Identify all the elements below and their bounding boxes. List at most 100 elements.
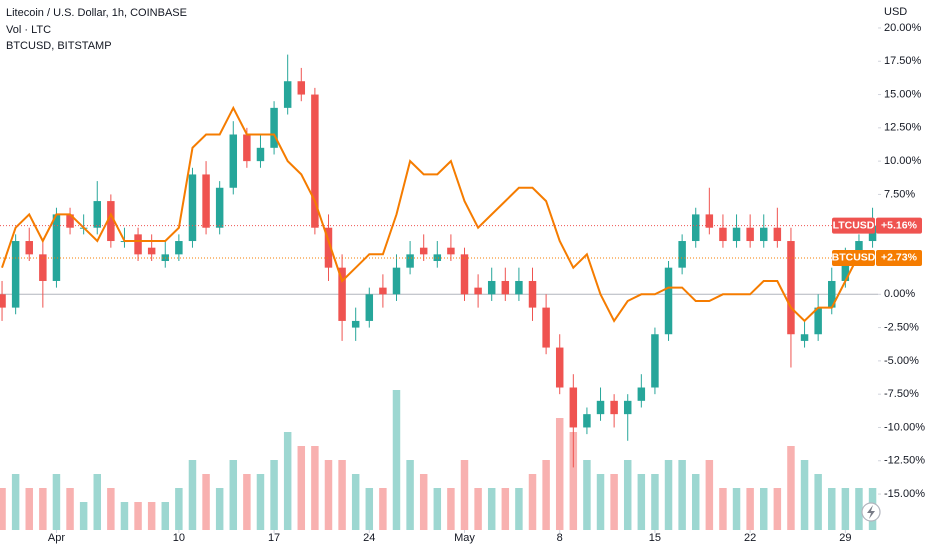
candle-body [175, 241, 183, 255]
plot-area [0, 54, 878, 468]
volume-bar [0, 488, 6, 530]
volume-bar [814, 474, 822, 530]
volume-bar [11, 474, 20, 530]
volume-bar [107, 488, 115, 530]
volume-bar [596, 474, 605, 530]
candle-body [569, 387, 578, 428]
x-tick-label: 24 [363, 532, 375, 544]
candle-body [841, 254, 850, 281]
candle-body [746, 227, 754, 242]
candle-body [487, 280, 496, 295]
y-tick-label: 12.50% [884, 122, 922, 134]
volume-bar [215, 488, 224, 530]
x-tick-label: Apr [48, 532, 65, 544]
volume-bar [311, 446, 319, 530]
volume-bar [569, 432, 578, 530]
compare-line [1, 105, 873, 323]
candle-body [501, 280, 510, 295]
volume-bar [487, 488, 496, 530]
y-tick-label: -10.00% [884, 421, 925, 433]
y-tick-label: -15.00% [884, 488, 925, 500]
x-tick-label: 10 [173, 532, 185, 544]
candle-body [555, 347, 564, 388]
volume-bar [691, 474, 700, 530]
volume-bar [828, 488, 836, 530]
volume-bar [800, 460, 809, 530]
symbol-badge [832, 249, 875, 266]
candle-body [542, 307, 550, 348]
volume-bar [419, 474, 428, 530]
candle-body [147, 247, 156, 255]
price-label: +2.73% [881, 252, 918, 264]
volume-bar [270, 460, 278, 530]
volume-bar [297, 446, 306, 530]
candle-body [474, 287, 482, 295]
volume-bar [39, 488, 47, 530]
y-tick-label: 17.50% [884, 55, 922, 67]
candle-body [351, 320, 360, 328]
volume-legend: Vol · LTC [6, 24, 51, 36]
chart-title: Litecoin / U.S. Dollar, 1h, COINBASE [6, 7, 187, 19]
volume-bar [433, 488, 442, 530]
candle-body [243, 134, 251, 162]
volume-bar [528, 474, 537, 530]
candle-body [66, 214, 74, 228]
volume-bar [379, 488, 387, 530]
candle-body [719, 227, 727, 242]
axes: 20.00% 17.50% 15.00% 12.50% 10.00% 7.50% 0.00%… [48, 22, 925, 544]
candle-body [732, 227, 741, 242]
x-tick-label: 22 [744, 532, 756, 544]
candle-body [107, 201, 115, 242]
candle-body [11, 241, 20, 308]
volume-bar [161, 502, 170, 530]
y-tick-label: 7.50% [884, 188, 915, 200]
candle-body [25, 241, 33, 255]
volume-bar [623, 460, 632, 530]
volume-bar [351, 474, 360, 530]
candle-body [229, 134, 238, 188]
candle-body [283, 81, 292, 108]
candle-body [338, 267, 346, 321]
y-tick-label: 10.00% [884, 155, 922, 167]
candle-body [379, 287, 387, 295]
candle-body [297, 81, 306, 95]
candle-body [406, 254, 414, 268]
candle-body [760, 227, 768, 242]
volume-bar [52, 474, 61, 530]
volume-bar [25, 488, 33, 530]
volume-bar [664, 460, 673, 530]
y-tick-label: -12.50% [884, 455, 925, 467]
candle-body [814, 307, 822, 335]
volume-bar [474, 488, 482, 530]
candle-body [678, 241, 686, 268]
volume-bar [188, 460, 197, 530]
candle-body [623, 400, 632, 415]
candle-body [134, 234, 142, 255]
price-badge [876, 249, 922, 266]
volume-bar [120, 502, 129, 530]
candle-body [773, 227, 782, 242]
volume-bar [583, 460, 591, 530]
volume-bar [229, 460, 238, 530]
candle-body [311, 94, 319, 228]
volume-bar [719, 488, 727, 530]
volume-bar [542, 460, 550, 530]
x-tick-label: 17 [268, 532, 280, 544]
candle-body [324, 227, 333, 268]
volume-bar [773, 488, 782, 530]
volume-bar [610, 474, 618, 530]
symbol-label: LTCUSD [833, 219, 875, 231]
candle-body [188, 174, 197, 242]
candle-body [270, 107, 278, 148]
candle-body [528, 280, 537, 308]
candle-body [664, 267, 673, 335]
replay-icon[interactable] [861, 502, 881, 522]
candle-body [583, 414, 591, 428]
axis-unit: USD [884, 6, 907, 18]
price-badge [876, 217, 922, 234]
candle-body [215, 187, 224, 228]
compare-legend: BTCUSD, BITSTAMP [6, 40, 112, 52]
volume-bar [732, 488, 741, 530]
y-tick-label: 0.00% [884, 288, 915, 300]
